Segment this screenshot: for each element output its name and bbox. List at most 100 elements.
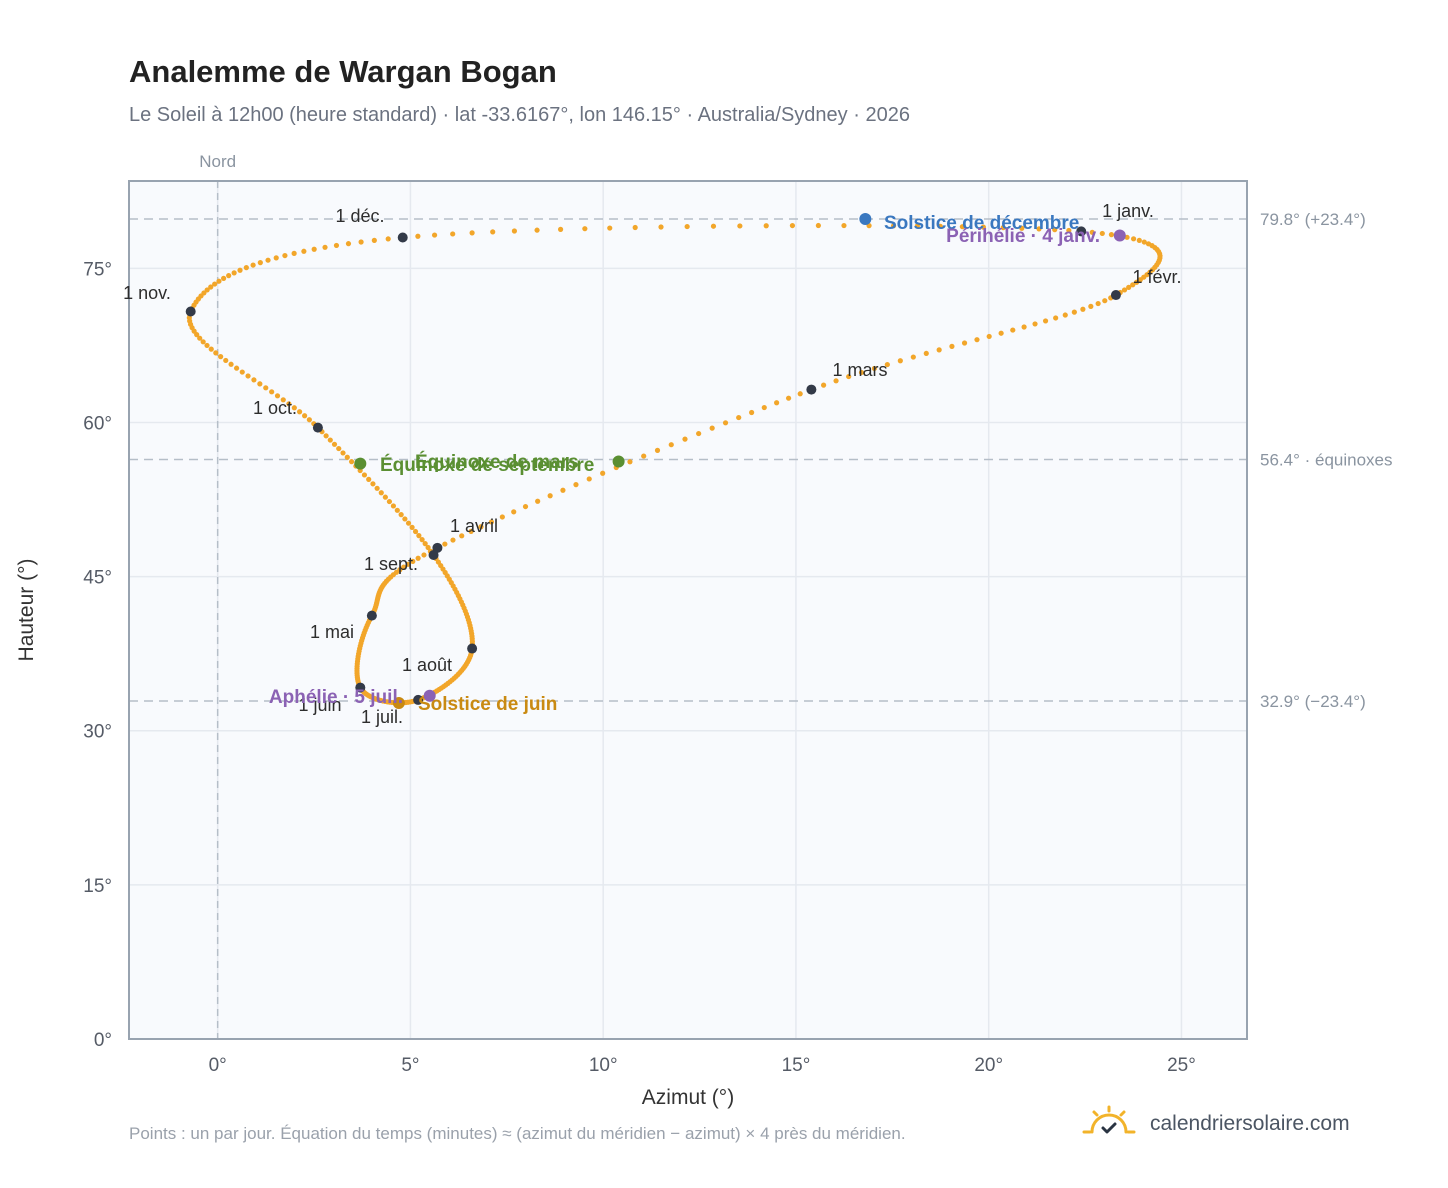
day-point: [223, 357, 229, 364]
day-point: [336, 445, 342, 452]
day-point: [269, 389, 275, 395]
day-point: [425, 544, 431, 551]
day-point: [344, 454, 350, 460]
day-point: [1021, 324, 1027, 330]
day-point: [366, 476, 372, 482]
day-point: [511, 228, 518, 234]
day-point: [871, 365, 877, 372]
day-point: [323, 433, 329, 439]
day-point: [1042, 318, 1049, 324]
day-point: [709, 425, 715, 431]
day-point: [291, 405, 297, 411]
day-point: [914, 223, 920, 229]
day-point: [607, 225, 613, 231]
month-label: 1 avril: [450, 516, 498, 536]
day-point: [415, 233, 421, 239]
day-point: [378, 490, 384, 496]
day-point: [213, 350, 219, 356]
day-point: [415, 555, 421, 561]
day-point: [245, 373, 251, 379]
day-point: [228, 361, 234, 367]
day-point: [959, 224, 965, 230]
day-point: [370, 481, 376, 487]
day-point: [301, 248, 307, 254]
day-point: [265, 257, 271, 263]
daily-points: [186, 222, 1163, 706]
month-label: 1 août: [402, 655, 452, 675]
y-tick-label: 30°: [83, 722, 112, 743]
day-point: [405, 561, 411, 567]
month-label: 1 janv.: [1102, 201, 1154, 221]
event-label: Équinoxe de mars: [415, 451, 579, 473]
day-point: [221, 275, 227, 281]
day-point: [280, 397, 286, 403]
day-point: [937, 223, 943, 229]
day-point: [833, 378, 839, 384]
day-point: [291, 250, 297, 256]
day-point: [974, 337, 980, 343]
day-point: [302, 413, 308, 419]
event-marker: [423, 689, 436, 702]
month-marker: [428, 550, 439, 561]
month-marker: [366, 610, 377, 621]
day-point: [398, 512, 404, 518]
day-point: [322, 244, 328, 250]
day-point: [736, 414, 742, 421]
day-point: [980, 224, 986, 230]
day-point: [358, 239, 364, 245]
day-point: [450, 231, 456, 237]
y-tick-label: 60°: [83, 413, 112, 434]
day-point: [586, 476, 592, 482]
event-label: Aphélie · 5 juil.: [269, 687, 403, 708]
day-point: [410, 558, 416, 564]
day-point: [684, 223, 690, 230]
y-axis-title: Hauteur (°): [15, 559, 38, 662]
day-point: [582, 226, 588, 232]
event-label: Équinoxe de septembre: [380, 454, 594, 476]
day-point: [658, 224, 664, 230]
day-point: [263, 385, 269, 391]
day-point: [327, 437, 333, 443]
day-point: [218, 354, 224, 360]
plot-area: [129, 181, 1247, 1039]
day-point: [212, 281, 218, 287]
day-point: [710, 223, 717, 229]
day-point: [1032, 321, 1038, 327]
day-point: [884, 361, 890, 368]
day-point: [422, 541, 428, 547]
month-marker: [413, 694, 424, 705]
month-marker: [397, 232, 408, 243]
day-point: [936, 347, 942, 353]
day-point: [306, 417, 312, 423]
day-point: [499, 514, 505, 520]
day-point: [394, 507, 400, 513]
day-point: [1071, 309, 1077, 315]
day-point: [273, 255, 279, 261]
day-point: [1089, 229, 1095, 235]
day-point: [1136, 237, 1142, 243]
day-point: [890, 223, 897, 229]
day-point: [401, 564, 407, 570]
month-label: 1 déc.: [335, 206, 384, 226]
day-point: [1000, 225, 1006, 231]
day-point: [361, 472, 368, 478]
x-tick-label: 0°: [209, 1055, 227, 1076]
month-label: 1 oct.: [253, 398, 297, 418]
day-point: [216, 278, 222, 284]
day-point: [821, 382, 827, 388]
day-point: [654, 447, 661, 453]
day-point: [534, 227, 540, 233]
day-point: [237, 267, 243, 273]
day-point: [1053, 315, 1059, 321]
day-point: [722, 420, 729, 426]
day-point: [402, 516, 408, 522]
day-point: [348, 459, 355, 465]
day-point: [560, 487, 566, 493]
day-point: [419, 537, 425, 543]
day-point: [761, 404, 767, 411]
day-point: [1062, 312, 1068, 318]
day-point: [208, 346, 214, 352]
brand-logo[interactable]: calendriersolaire.com: [1082, 1104, 1350, 1144]
day-point: [311, 246, 317, 252]
